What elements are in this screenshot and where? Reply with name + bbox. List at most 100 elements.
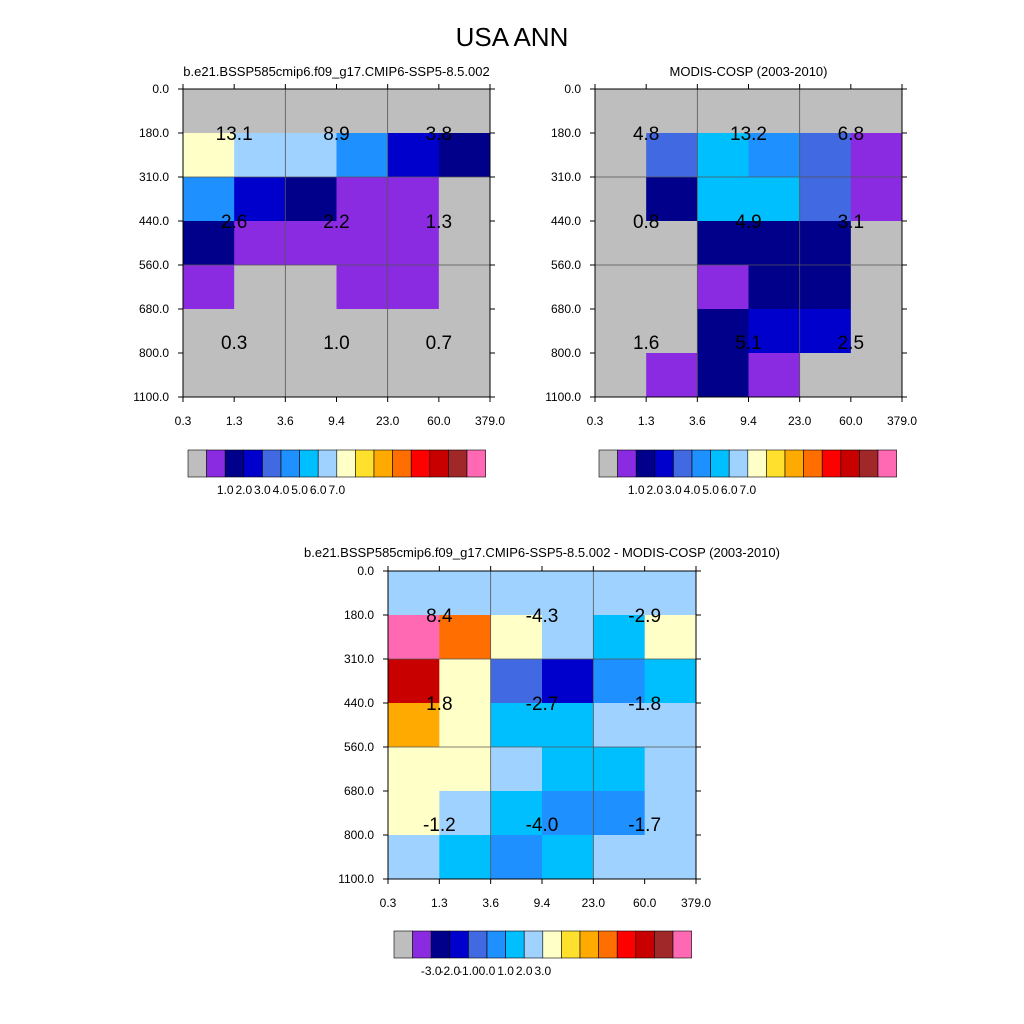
colorbar-swatch (561, 930, 581, 959)
colorbar-swatch (691, 449, 711, 478)
heatmap-cell (438, 177, 491, 222)
heatmap-cell (644, 791, 697, 836)
heatmap-cell (542, 747, 594, 792)
x-tick-label: 23.0 (376, 414, 400, 428)
heatmap-cell (646, 89, 698, 134)
heatmap-cell (593, 835, 646, 880)
heatmap-cell (234, 353, 286, 398)
heatmap-cell (697, 353, 749, 398)
heatmap-cell (387, 89, 440, 134)
heatmap-cell (748, 265, 801, 310)
colorbar-swatch (187, 449, 207, 478)
colorbar-swatch (859, 449, 879, 478)
data-label: 2.2 (323, 212, 349, 233)
heatmap-cell (439, 659, 492, 704)
colorbar-swatch (654, 449, 674, 478)
heatmap-cell (644, 615, 697, 660)
colorbar-label: 3.0 (534, 964, 551, 978)
colorbar-label: 3.0 (665, 483, 682, 497)
data-label: 1.8 (426, 694, 452, 715)
colorbar-swatch (206, 449, 226, 478)
colorbar-swatch (784, 449, 804, 478)
colorbar-swatch (803, 449, 823, 478)
y-tick-label: 680.0 (139, 302, 169, 316)
heatmap-cell (850, 89, 903, 134)
data-label: 8.9 (323, 124, 349, 145)
x-tick-label: 0.3 (380, 896, 397, 910)
data-label: -1.7 (628, 815, 661, 836)
y-tick-label: 0.0 (564, 82, 581, 96)
data-label: -4.0 (526, 815, 559, 836)
colorbar-label: -3.0 (421, 964, 442, 978)
data-label: 1.3 (426, 212, 452, 233)
heatmap-cell (748, 221, 801, 266)
heatmap-cell (285, 309, 337, 354)
y-tick-label: 310.0 (344, 652, 374, 666)
y-tick-label: 1100.0 (338, 872, 374, 886)
heatmap-cell (183, 89, 235, 134)
heatmap-cell (646, 353, 698, 398)
heatmap-cell (542, 703, 594, 748)
colorbar-swatch (412, 930, 432, 959)
colorbar-label: 6.0 (721, 483, 738, 497)
colorbar-swatch (673, 449, 693, 478)
heatmap-cell (439, 791, 492, 836)
data-label: -2.9 (628, 606, 661, 627)
heatmap-cell (183, 309, 235, 354)
heatmap-cell (387, 221, 440, 266)
heatmap-cell (234, 265, 286, 310)
colorbar-swatch (336, 449, 356, 478)
colorbar-label: 1.0 (497, 964, 514, 978)
data-label: 13.1 (216, 124, 253, 145)
colorbar-swatch (262, 449, 282, 478)
heatmap-cell (593, 747, 646, 792)
heatmap-cell (388, 571, 440, 616)
y-tick-label: 0.0 (357, 564, 374, 578)
y-tick-label: 440.0 (139, 214, 169, 228)
data-label: 3.8 (426, 124, 452, 145)
y-tick-label: 560.0 (344, 740, 374, 754)
data-label: 2.5 (838, 333, 864, 354)
heatmap-cell (644, 747, 697, 792)
heatmap-cell (387, 265, 440, 310)
y-tick-label: 440.0 (551, 214, 581, 228)
colorbar-swatch (466, 449, 486, 478)
chart-panel-2: MODIS-COSP (2003-2010) 0.0 180.0 310.0 440.0… (545, 64, 917, 497)
heatmap-cell (593, 659, 646, 704)
heatmap-cell (490, 747, 543, 792)
colorbar-swatch (579, 930, 599, 959)
heatmap-cell (388, 791, 440, 836)
y-tick-label: 560.0 (139, 258, 169, 272)
data-label: 0.8 (633, 212, 659, 233)
heatmap-cell (850, 221, 903, 266)
heatmap-cell (285, 89, 337, 134)
heatmap-cell (183, 177, 235, 222)
colorbar-swatch (486, 930, 506, 959)
heatmap-cell (644, 835, 697, 880)
heatmap-cell (285, 265, 337, 310)
x-tick-label: 379.0 (887, 414, 917, 428)
data-label: 4.8 (633, 124, 659, 145)
heatmap-cell (439, 747, 492, 792)
colorbar-swatch (766, 449, 786, 478)
data-label: 1.0 (323, 333, 349, 354)
heatmap-cell (850, 177, 903, 222)
heatmap-cell (799, 309, 852, 354)
heatmap-cell (697, 265, 749, 310)
heatmap-cell (748, 177, 801, 222)
colorbar-swatch (523, 930, 544, 959)
y-tick-label: 0.0 (152, 82, 169, 96)
heatmap-cell (646, 221, 698, 266)
heatmap-cell (388, 835, 440, 880)
colorbar-swatch (598, 449, 618, 478)
colorbar-label: 1.0 (628, 483, 645, 497)
colorbar-label: 2.0 (516, 964, 533, 978)
x-tick-label: 9.4 (534, 896, 551, 910)
heatmap-cell (593, 615, 646, 660)
heatmap-cell (285, 353, 337, 398)
heatmap-cell (799, 89, 852, 134)
heatmap-cell (542, 791, 594, 836)
heatmap-cell (646, 177, 698, 222)
heatmap-cell (438, 309, 491, 354)
heatmap-cell (799, 353, 852, 398)
